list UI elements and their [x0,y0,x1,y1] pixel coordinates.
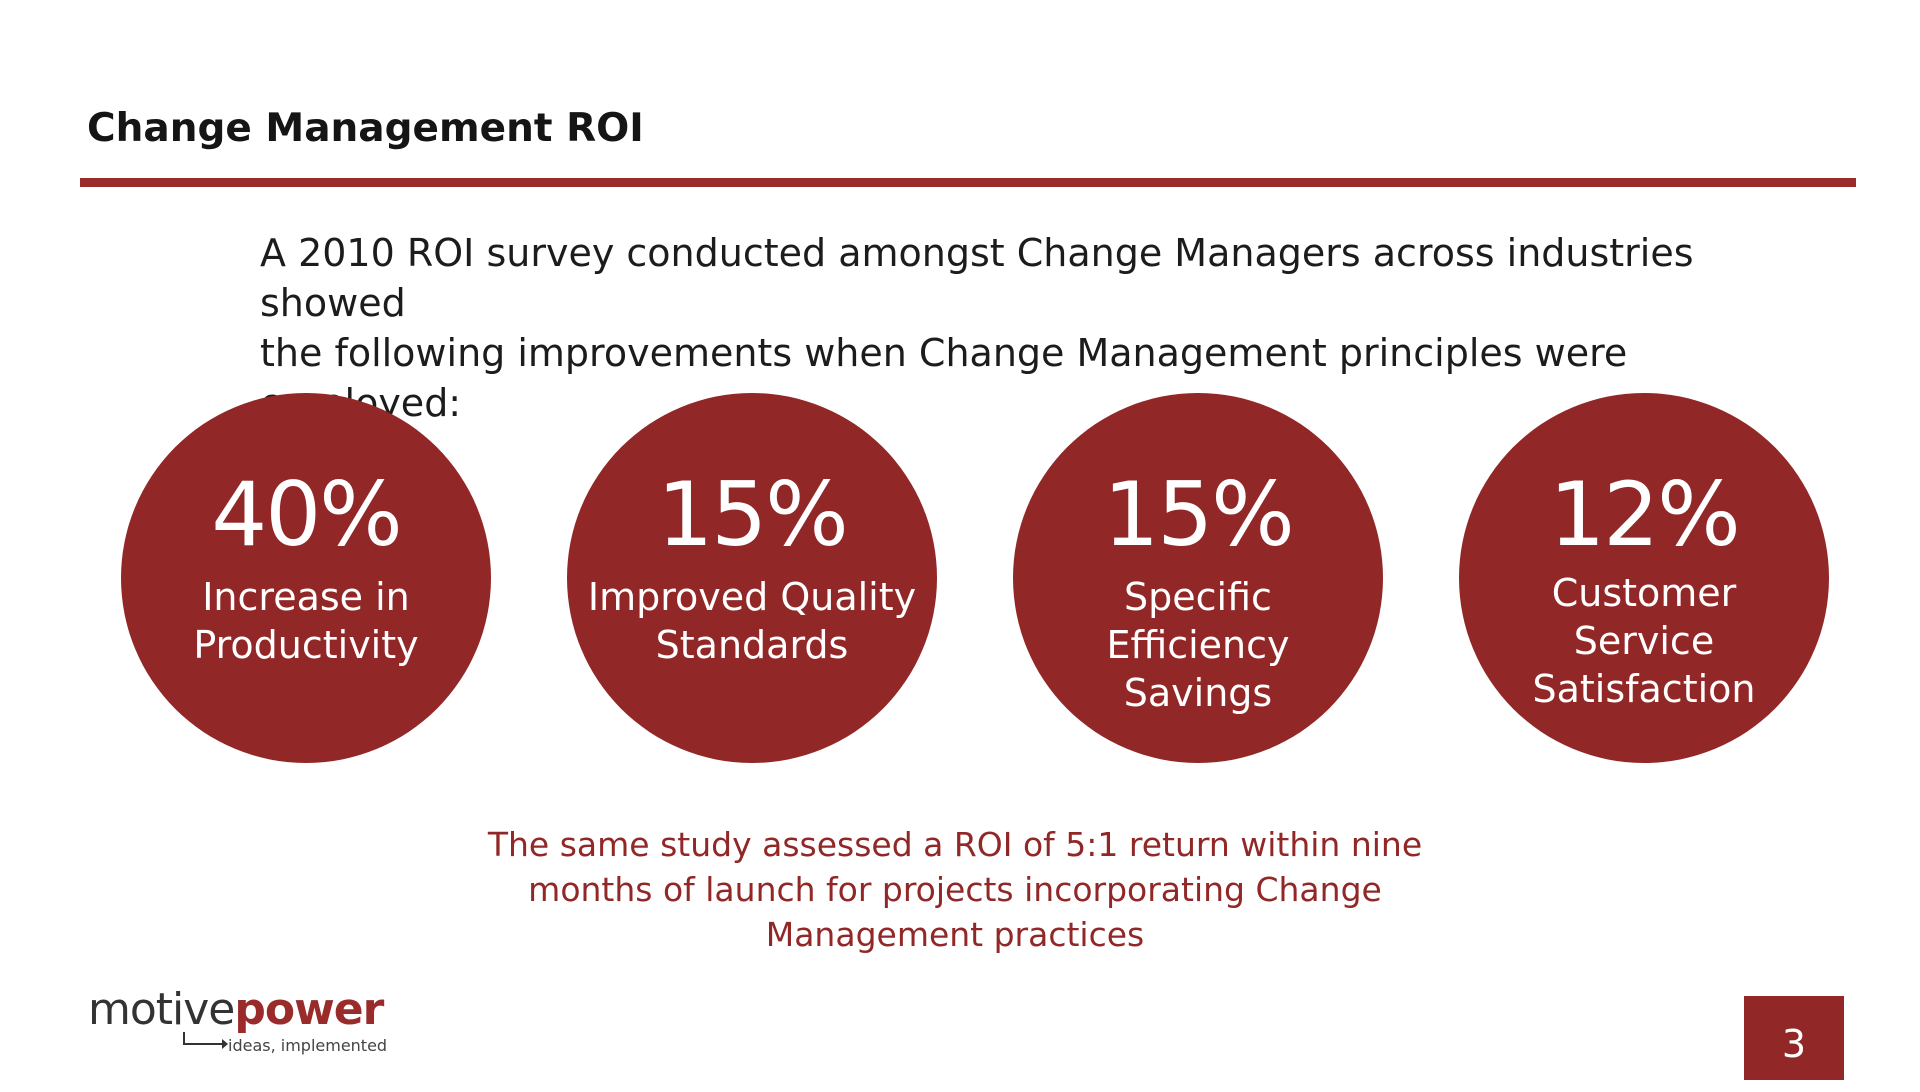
logo-word-power: power [234,984,384,1035]
stat-value: 12% [1549,463,1741,566]
stat-label: Specific Efficiency Savings [1033,573,1363,717]
stat-label-line: Standards [655,623,849,667]
stat-label-line: Satisfaction [1532,667,1756,711]
stat-label-line: Specific Efficiency [1106,575,1290,667]
logo-tagline: ideas, implemented [228,1036,388,1055]
stat-label: Customer Service Satisfaction [1479,569,1809,713]
page-number: 3 [1744,996,1844,1080]
intro-line-2: the following improvements when Change M… [260,331,1628,425]
logo-word-motive: motive [88,984,235,1035]
stat-circle-satisfaction: 12% Customer Service Satisfaction [1459,393,1829,763]
stat-label-line: Savings [1123,671,1273,715]
closing-statement: The same study assessed a ROI of 5:1 ret… [470,822,1440,957]
logo-wordmark: motivepower [88,984,384,1035]
intro-line-1: A 2010 ROI survey conducted amongst Chan… [260,231,1694,325]
stat-circle-productivity: 40% Increase in Productivity [121,393,491,763]
stat-label: Improved Quality Standards [587,573,917,669]
title-divider [80,178,1856,187]
stat-label-line: Improved Quality [587,575,917,619]
closing-line-2: months of launch for projects incorporat… [528,870,1382,909]
stat-label: Increase in Productivity [141,573,471,669]
company-logo: motivepower ideas, implemented [88,986,388,1056]
stat-label-line: Customer [1551,571,1737,615]
stat-circle-quality: 15% Improved Quality Standards [567,393,937,763]
closing-line-1: The same study assessed a ROI of 5:1 ret… [487,825,1423,864]
stat-label-line: Productivity [193,623,419,667]
stat-circle-efficiency: 15% Specific Efficiency Savings [1013,393,1383,763]
stat-value: 15% [1103,463,1295,566]
intro-text: A 2010 ROI survey conducted amongst Chan… [260,228,1760,428]
stat-label-line: Increase in [202,575,410,619]
stat-value: 15% [657,463,849,566]
logo-arrow-icon [183,1032,228,1049]
stat-label-line: Service [1573,619,1715,663]
closing-line-3: Management practices [765,915,1145,954]
slide-title: Change Management ROI [87,106,644,151]
stat-value: 40% [211,463,403,566]
